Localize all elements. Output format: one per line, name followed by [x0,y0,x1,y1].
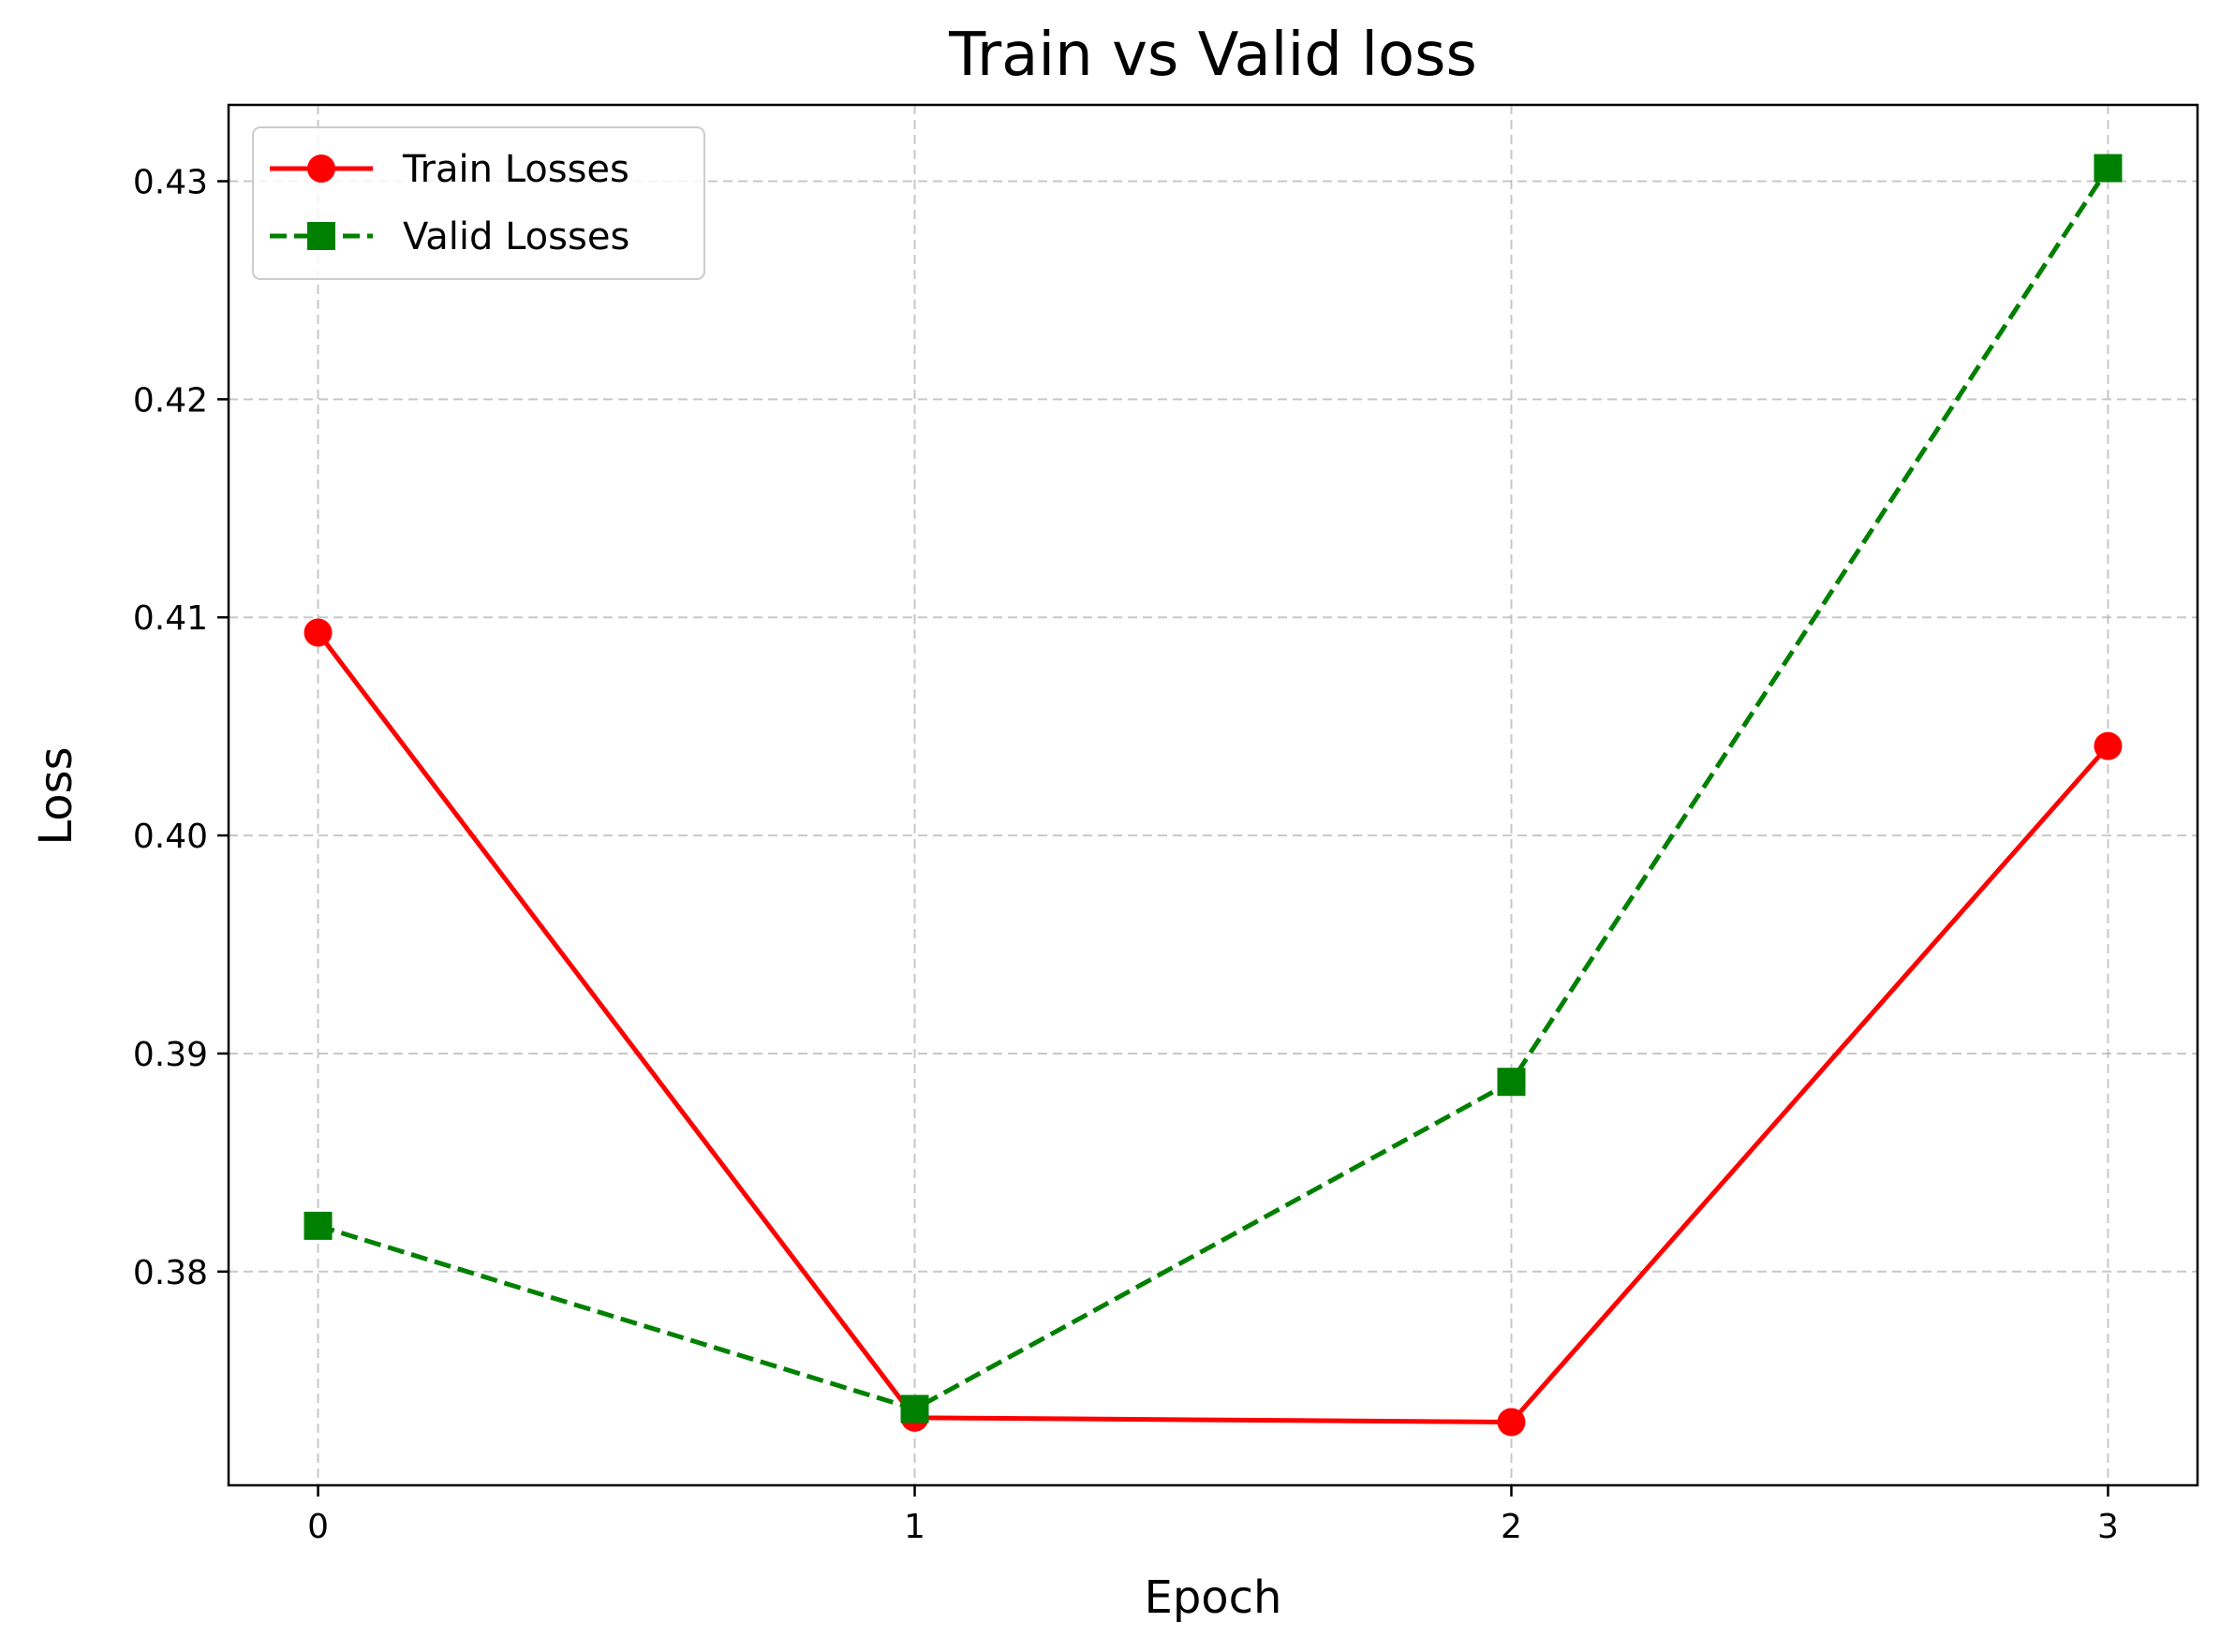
legend-valid-label: Valid Losses [403,215,629,258]
valid-losses-point [303,1211,333,1240]
legend-box [252,126,705,280]
x-tick-label: 0 [307,1508,329,1546]
y-tick-label: 0.42 [133,381,208,420]
legend-valid-marker [307,222,335,250]
y-tick-label: 0.39 [133,1036,208,1074]
legend-entry-train: Train Losses [270,148,629,191]
y-tick-label: 0.38 [133,1254,208,1292]
legend: Train Losses Valid Losses [252,126,705,280]
valid-losses-point [2094,154,2123,183]
chart-title: Train vs Valid loss [948,21,1477,90]
x-tick-label: 3 [2097,1508,2119,1546]
y-tick-label: 0.43 [133,164,208,202]
legend-train-marker [307,155,335,183]
train-losses-line [316,631,2110,1424]
x-tick-label: 2 [1501,1508,1522,1546]
series-lines [316,167,2110,1424]
train-losses-point [303,618,333,647]
series-markers [303,154,2123,1437]
axis-ticks: 0 1 2 3 0.38 0.39 0.40 0.41 0.42 0.43 [133,164,2119,1546]
y-axis-label: Loss [30,746,82,845]
valid-losses-line [317,167,2110,1411]
grid-lines [229,105,2198,1485]
valid-losses-point [900,1394,929,1423]
train-losses-point [2094,731,2123,760]
legend-train-label: Train Losses [402,148,629,191]
train-losses-point [1497,1408,1526,1437]
legend-entry-valid: Valid Losses [270,215,629,258]
plot-frame [227,103,2199,1487]
x-axis-label: Epoch [1145,1571,1282,1624]
y-tick-label: 0.41 [133,599,208,638]
x-tick-label: 1 [904,1508,925,1546]
valid-losses-point [1497,1068,1526,1097]
y-tick-label: 0.40 [133,818,208,856]
